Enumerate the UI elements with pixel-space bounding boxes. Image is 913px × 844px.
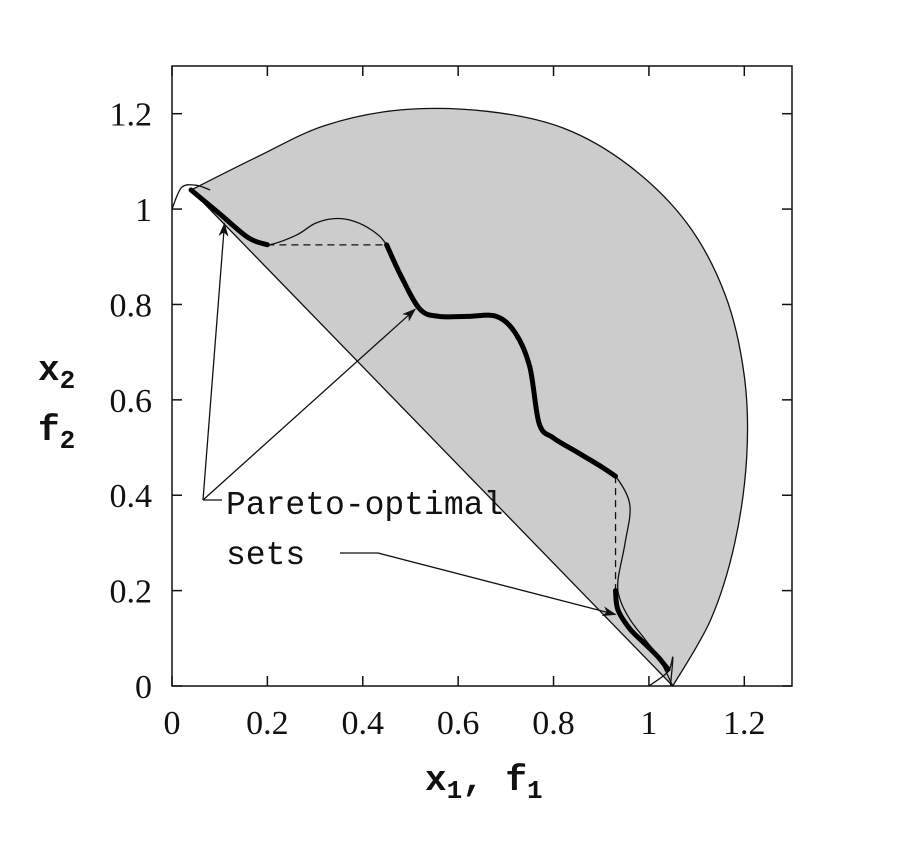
y-axis-label-f2: f2 <box>38 410 75 456</box>
pareto-set-2 <box>384 242 618 479</box>
y-axis-label-x2: x2 <box>38 350 75 396</box>
y-tick-label: 0.6 <box>110 383 153 420</box>
x-tick-label: 0.2 <box>246 705 289 742</box>
dashed-lines <box>267 244 617 591</box>
pareto-set-1 <box>188 187 270 248</box>
x-tick-label: 0 <box>164 705 181 742</box>
circle-arc-upper-left <box>171 184 211 210</box>
y-tick-label: 0.2 <box>110 574 153 611</box>
annotation-arrow-3 <box>340 552 617 617</box>
annotation-line-1: Pareto-optimal <box>226 487 503 524</box>
x-tick-label: 0.8 <box>532 705 575 742</box>
y-tick-label: 1 <box>135 192 152 229</box>
x-tick-label: 1.2 <box>723 705 766 742</box>
annotation-arrow-2 <box>202 308 416 501</box>
x-axis-ticks: 0 0.2 0.4 0.6 0.8 1 1.2 <box>164 66 766 742</box>
annotation-arrow-1 <box>202 222 229 501</box>
x-axis-label: x1, f1 <box>425 760 543 806</box>
y-axis-ticks: 0 0.2 0.4 0.6 0.8 1 1.2 <box>110 97 792 706</box>
pareto-optimal-curves <box>188 187 671 672</box>
x-tick-label: 0.4 <box>342 705 385 742</box>
y-tick-label: 1.2 <box>110 97 153 134</box>
pareto-set-3 <box>613 588 671 672</box>
annotation-line-2: sets <box>226 537 305 574</box>
circle-arc-lower-right <box>648 656 674 687</box>
shaded-region <box>190 107 749 688</box>
y-tick-label: 0.8 <box>110 287 153 324</box>
y-tick-label: 0 <box>135 669 152 706</box>
x-tick-label: 1 <box>640 705 657 742</box>
x-tick-label: 0.6 <box>437 705 480 742</box>
annotation-arrows <box>202 222 617 617</box>
plot-frame <box>171 65 793 687</box>
y-tick-label: 0.4 <box>110 478 153 515</box>
circle-arcs <box>171 184 674 687</box>
